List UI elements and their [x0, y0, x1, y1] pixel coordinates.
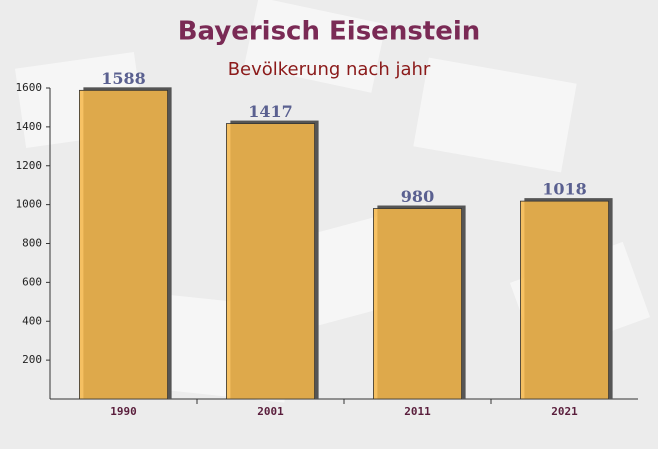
- y-tick-label: 600: [22, 275, 42, 288]
- y-tick-label: 1200: [16, 159, 43, 172]
- value-label: 1018: [542, 180, 587, 199]
- y-tick-label: 800: [22, 237, 42, 250]
- y-tick-label: 1400: [16, 120, 43, 133]
- x-tick-label: 2001: [257, 405, 284, 418]
- y-tick-label: 1000: [16, 198, 43, 211]
- x-tick-label: 2021: [551, 405, 578, 418]
- value-label: 980: [401, 187, 434, 206]
- bar: [79, 89, 168, 400]
- y-tick-label: 1600: [16, 81, 43, 94]
- bar: [520, 200, 610, 400]
- bar: [372, 208, 462, 400]
- chart-title: Bayerisch Eisenstein: [178, 17, 481, 47]
- bar: [225, 123, 315, 400]
- x-tick-label: 2011: [404, 405, 431, 418]
- y-tick-label: 200: [22, 353, 42, 366]
- x-tick-label: 1990: [110, 405, 137, 418]
- y-tick-label: 400: [22, 314, 42, 327]
- value-label: 1588: [101, 69, 146, 88]
- value-label: 1417: [248, 102, 293, 121]
- chart-subtitle: Bevölkerung nach jahr: [228, 59, 431, 80]
